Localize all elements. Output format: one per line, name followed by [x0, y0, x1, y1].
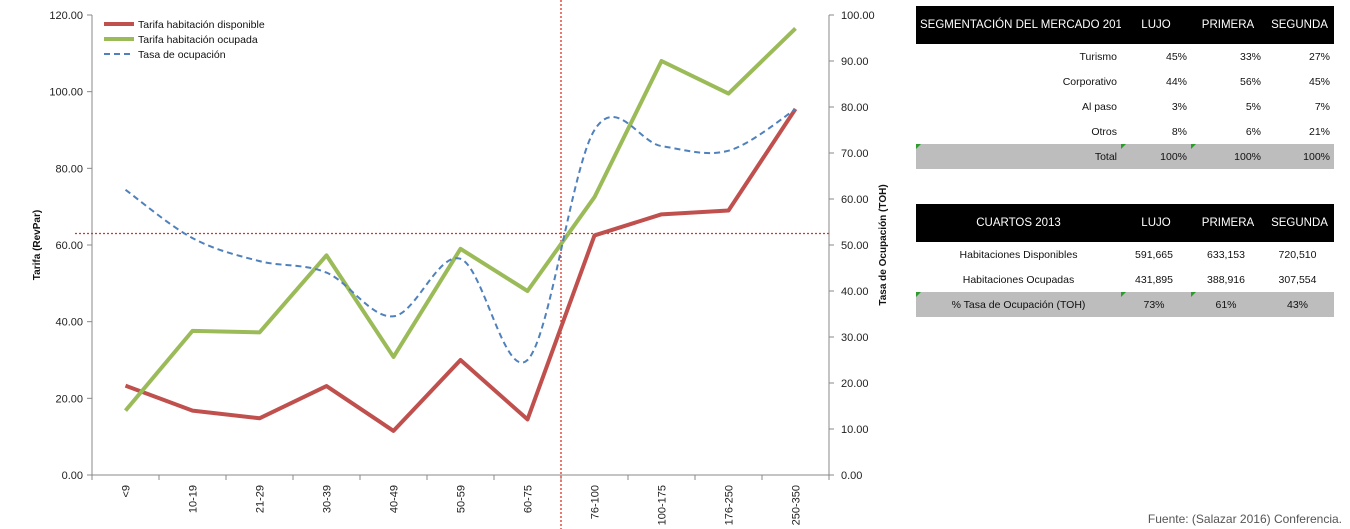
col-primera: PRIMERA: [1191, 204, 1265, 242]
cell-value: 6%: [1245, 125, 1261, 138]
chart-panel: 0.00 20.00 40.00 60.00 80.00 100.00 120.00 0.00…: [32, 0, 889, 529]
series-line-2: [123, 26, 797, 412]
total-value: 100%: [1265, 144, 1334, 169]
table-row: Corporativo 44% 56% 45%: [916, 69, 1334, 94]
y-right-tick-label: 90.00: [841, 56, 869, 68]
x-tick-label: <9: [121, 485, 133, 498]
row-label: Otros: [1091, 125, 1117, 138]
total-value: 100%: [1121, 144, 1191, 169]
y-left-tick-label: 0.00: [62, 470, 83, 482]
total-row: Total 100% 100% 100%: [916, 144, 1334, 169]
cell-value: 21%: [1308, 125, 1330, 138]
cell-value: 33%: [1239, 50, 1261, 63]
cell-value: 591,665: [1135, 248, 1173, 261]
y-right-tick-label: 60.00: [841, 194, 869, 206]
total-value: 73%: [1121, 292, 1191, 317]
y-right-tick-label: 50.00: [841, 240, 869, 252]
x-tick-label: 21-29: [255, 485, 267, 513]
x-tick-label: 60-75: [523, 485, 535, 513]
row-label: Habitaciones Ocupadas: [962, 273, 1075, 286]
segmentacion-header: SEGMENTACIÓN DEL MERCADO 2013 LUJO PRIME…: [916, 6, 1334, 44]
series-line-1: [124, 107, 798, 433]
y-right-axis-title: Tasa de Ocupación (TOH): [878, 184, 889, 305]
cell-value: 45%: [1308, 75, 1330, 88]
y-left-tick-label: 100.00: [49, 87, 83, 99]
cell-value: 8%: [1171, 125, 1187, 138]
y-left-tick-label: 20.00: [55, 393, 83, 405]
y-left-tick-label: 120.00: [49, 10, 83, 22]
table-row: Turismo 45% 33% 27%: [916, 44, 1334, 69]
row-label: Al paso: [1081, 100, 1117, 113]
source-note: Fuente: (Salazar 2016) Conferencia.: [1147, 512, 1342, 526]
col-lujo: LUJO: [1121, 204, 1191, 242]
y-left-tick-label: 60.00: [55, 240, 83, 252]
cell-value: 5%: [1245, 100, 1261, 113]
cell-value: 27%: [1308, 50, 1330, 63]
table-row: Habitaciones Disponibles 591,665 633,153…: [916, 242, 1334, 267]
col-segunda: SEGUNDA: [1265, 6, 1334, 44]
total-value: 61%: [1191, 292, 1265, 317]
segmentacion-title: SEGMENTACIÓN DEL MERCADO 2013: [916, 6, 1121, 44]
row-label: Turismo: [1079, 50, 1117, 63]
col-primera: PRIMERA: [1191, 6, 1265, 44]
y-right-tick-label: 100.00: [841, 10, 875, 22]
table-row: Habitaciones Ocupadas 431,895 388,916 30…: [916, 267, 1334, 292]
x-tick-label: 100-175: [657, 485, 669, 525]
cell-value: 56%: [1239, 75, 1261, 88]
col-lujo: LUJO: [1121, 6, 1191, 44]
y-left-axis-title: Tarifa (RevPar): [32, 210, 43, 280]
cuartos-header: CUARTOS 2013 LUJO PRIMERA SEGUNDA: [916, 204, 1334, 242]
total-value: 100%: [1191, 144, 1265, 169]
col-segunda: SEGUNDA: [1265, 204, 1334, 242]
x-tick-label: 30-39: [322, 485, 334, 513]
y-right-tick-label: 0.00: [841, 470, 862, 482]
line-chart: 0.00 20.00 40.00 60.00 80.00 100.00 120.00 0.00…: [32, 0, 889, 529]
cell-value: 720,510: [1278, 248, 1317, 261]
x-tick-label: 40-49: [389, 485, 401, 513]
cell-value: 45%: [1165, 50, 1187, 63]
y-right-tick-label: 80.00: [841, 102, 869, 114]
cuartos-title: CUARTOS 2013: [916, 204, 1121, 242]
table-row: Otros 8% 6% 21%: [916, 119, 1334, 144]
series-line-3: [124, 108, 797, 364]
segmentacion-table: SEGMENTACIÓN DEL MERCADO 2013 LUJO PRIME…: [916, 6, 1334, 169]
cell-value: 3%: [1171, 100, 1187, 113]
total-label: Total: [916, 144, 1121, 169]
legend-label: Tarifa habitación disponible: [138, 19, 265, 31]
row-label: Corporativo: [1062, 75, 1117, 88]
total-value: 43%: [1265, 292, 1334, 317]
cell-value: 388,916: [1207, 273, 1245, 286]
legend-label: Tasa de ocupación: [138, 49, 226, 61]
cell-value: 431,895: [1135, 273, 1173, 286]
x-tick-label: 76-100: [590, 485, 602, 519]
cuartos-table: CUARTOS 2013 LUJO PRIMERA SEGUNDA Habita…: [916, 204, 1334, 317]
y-right-tick-label: 20.00: [841, 378, 869, 390]
cell-value: 44%: [1165, 75, 1187, 88]
x-tick-label: 250-350: [791, 485, 803, 525]
total-row: % Tasa de Ocupación (TOH) 73% 61% 43%: [916, 292, 1334, 317]
table-row: Al paso 3% 5% 7%: [916, 94, 1334, 119]
x-tick-label: 50-59: [456, 485, 468, 513]
y-right-tick-label: 70.00: [841, 148, 869, 160]
y-left-tick-label: 40.00: [55, 317, 83, 329]
legend-label: Tarifa habitación ocupada: [138, 34, 258, 46]
cell-value: 633,153: [1207, 248, 1245, 261]
y-right-tick-label: 30.00: [841, 332, 869, 344]
x-tick-label: 176-250: [724, 485, 736, 525]
y-right-tick-label: 40.00: [841, 286, 869, 298]
cell-value: 7%: [1314, 100, 1330, 113]
y-left-tick-label: 80.00: [55, 163, 83, 175]
x-tick-label: 10-19: [188, 485, 200, 513]
row-label: Habitaciones Disponibles: [959, 248, 1078, 261]
total-label: % Tasa de Ocupación (TOH): [916, 292, 1121, 317]
y-right-tick-label: 10.00: [841, 424, 869, 436]
cell-value: 307,554: [1278, 273, 1317, 286]
